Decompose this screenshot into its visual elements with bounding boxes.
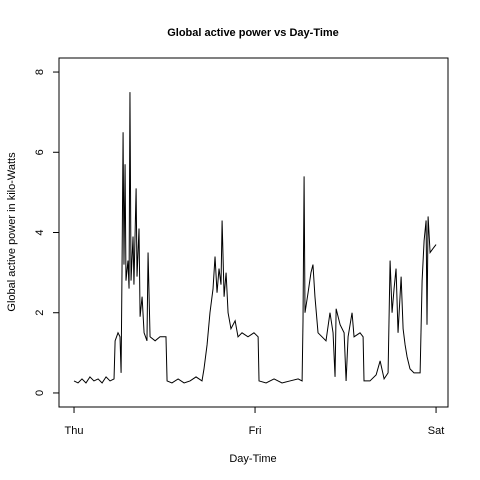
- chart-title: Global active power vs Day-Time: [167, 27, 339, 39]
- y-tick-label: 0: [34, 390, 46, 396]
- power-line: [73, 92, 437, 384]
- plot-box: [58, 57, 449, 408]
- x-tick-label: Thu: [65, 425, 84, 437]
- y-tick-label: 2: [34, 310, 46, 316]
- x-tick-label: Fri: [249, 425, 262, 437]
- y-tick-label: 6: [34, 149, 46, 155]
- y-tick-label: 8: [34, 69, 46, 75]
- x-tick-label: Sat: [428, 425, 445, 437]
- y-tick-label: 4: [34, 229, 46, 235]
- x-axis-label: Day-Time: [229, 453, 276, 465]
- y-axis-label: Global active power in kilo-Watts: [6, 152, 18, 312]
